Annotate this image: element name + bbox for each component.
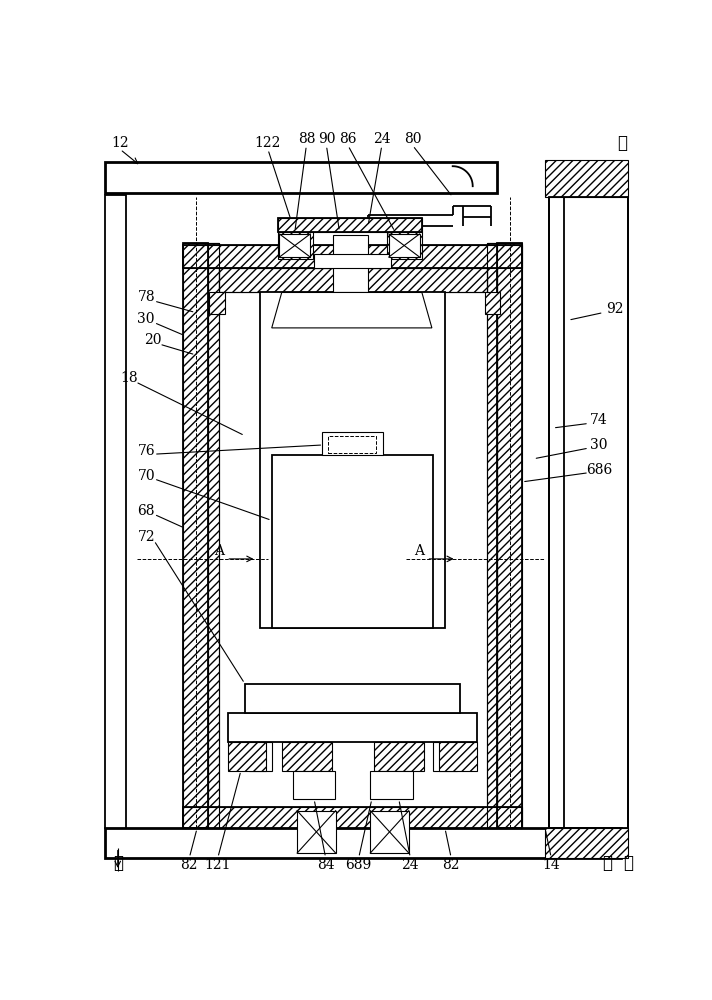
Text: 689: 689 bbox=[345, 858, 372, 872]
Bar bbox=[498, 243, 522, 828]
Bar bbox=[209, 292, 225, 314]
Text: 88: 88 bbox=[298, 132, 315, 146]
Bar bbox=[219, 268, 486, 292]
Bar bbox=[374, 742, 424, 771]
Bar bbox=[293, 771, 335, 799]
Text: 121: 121 bbox=[204, 858, 231, 872]
Text: 72: 72 bbox=[137, 530, 155, 544]
Text: A: A bbox=[414, 544, 424, 558]
Text: 122: 122 bbox=[255, 136, 281, 150]
Text: 18: 18 bbox=[120, 371, 138, 385]
Bar bbox=[545, 160, 628, 197]
Bar bbox=[389, 234, 419, 257]
Bar bbox=[485, 292, 501, 314]
Bar bbox=[105, 162, 498, 193]
Bar bbox=[105, 828, 621, 858]
Bar bbox=[219, 268, 486, 292]
Bar bbox=[278, 218, 422, 232]
Text: 下: 下 bbox=[602, 855, 612, 872]
Text: 12: 12 bbox=[111, 136, 129, 150]
Bar bbox=[183, 245, 522, 268]
Text: 82: 82 bbox=[181, 858, 198, 872]
Text: A: A bbox=[214, 544, 224, 558]
Text: 76: 76 bbox=[137, 444, 155, 458]
Text: 90: 90 bbox=[318, 132, 335, 146]
Text: 24: 24 bbox=[373, 132, 391, 146]
Bar bbox=[434, 742, 456, 771]
Text: 30: 30 bbox=[590, 438, 608, 452]
Bar bbox=[183, 243, 208, 828]
Bar bbox=[248, 742, 272, 771]
Text: 24: 24 bbox=[402, 858, 419, 872]
Bar bbox=[322, 432, 383, 455]
Bar bbox=[549, 197, 628, 828]
Text: 92: 92 bbox=[606, 302, 623, 316]
Bar bbox=[183, 807, 522, 828]
Text: 右: 右 bbox=[617, 135, 627, 152]
Bar bbox=[370, 811, 409, 853]
Text: 686: 686 bbox=[586, 463, 612, 477]
Bar bbox=[314, 254, 391, 268]
Bar bbox=[183, 807, 522, 828]
Text: 74: 74 bbox=[590, 413, 608, 427]
Bar bbox=[228, 713, 477, 742]
Text: 78: 78 bbox=[137, 290, 155, 304]
Bar bbox=[486, 243, 498, 828]
Bar bbox=[439, 742, 477, 771]
Bar bbox=[333, 235, 368, 292]
Polygon shape bbox=[272, 292, 432, 328]
Text: 左: 左 bbox=[623, 855, 633, 872]
Text: 86: 86 bbox=[339, 132, 357, 146]
Bar bbox=[183, 243, 208, 828]
Bar bbox=[278, 232, 313, 259]
Bar bbox=[208, 243, 219, 828]
Text: 70: 70 bbox=[137, 469, 155, 483]
Bar bbox=[279, 234, 310, 257]
Bar bbox=[105, 195, 126, 828]
Bar bbox=[498, 243, 522, 828]
Text: 84: 84 bbox=[317, 858, 335, 872]
Bar bbox=[370, 771, 413, 799]
Text: 82: 82 bbox=[442, 858, 460, 872]
Bar bbox=[486, 243, 498, 828]
Text: 68: 68 bbox=[137, 504, 155, 518]
Bar bbox=[278, 218, 422, 232]
Bar bbox=[297, 811, 335, 853]
Bar bbox=[228, 742, 266, 771]
Bar bbox=[245, 684, 461, 713]
Bar bbox=[208, 243, 219, 828]
Bar bbox=[328, 436, 376, 453]
Bar bbox=[545, 828, 628, 858]
Bar bbox=[260, 292, 445, 628]
Bar bbox=[387, 232, 422, 259]
Bar bbox=[272, 455, 434, 628]
Text: 20: 20 bbox=[144, 333, 161, 347]
Text: 14: 14 bbox=[543, 858, 560, 872]
Text: 30: 30 bbox=[137, 312, 155, 326]
Text: 上: 上 bbox=[112, 855, 122, 872]
Text: 80: 80 bbox=[404, 132, 422, 146]
Bar bbox=[183, 245, 522, 268]
Bar bbox=[282, 742, 332, 771]
